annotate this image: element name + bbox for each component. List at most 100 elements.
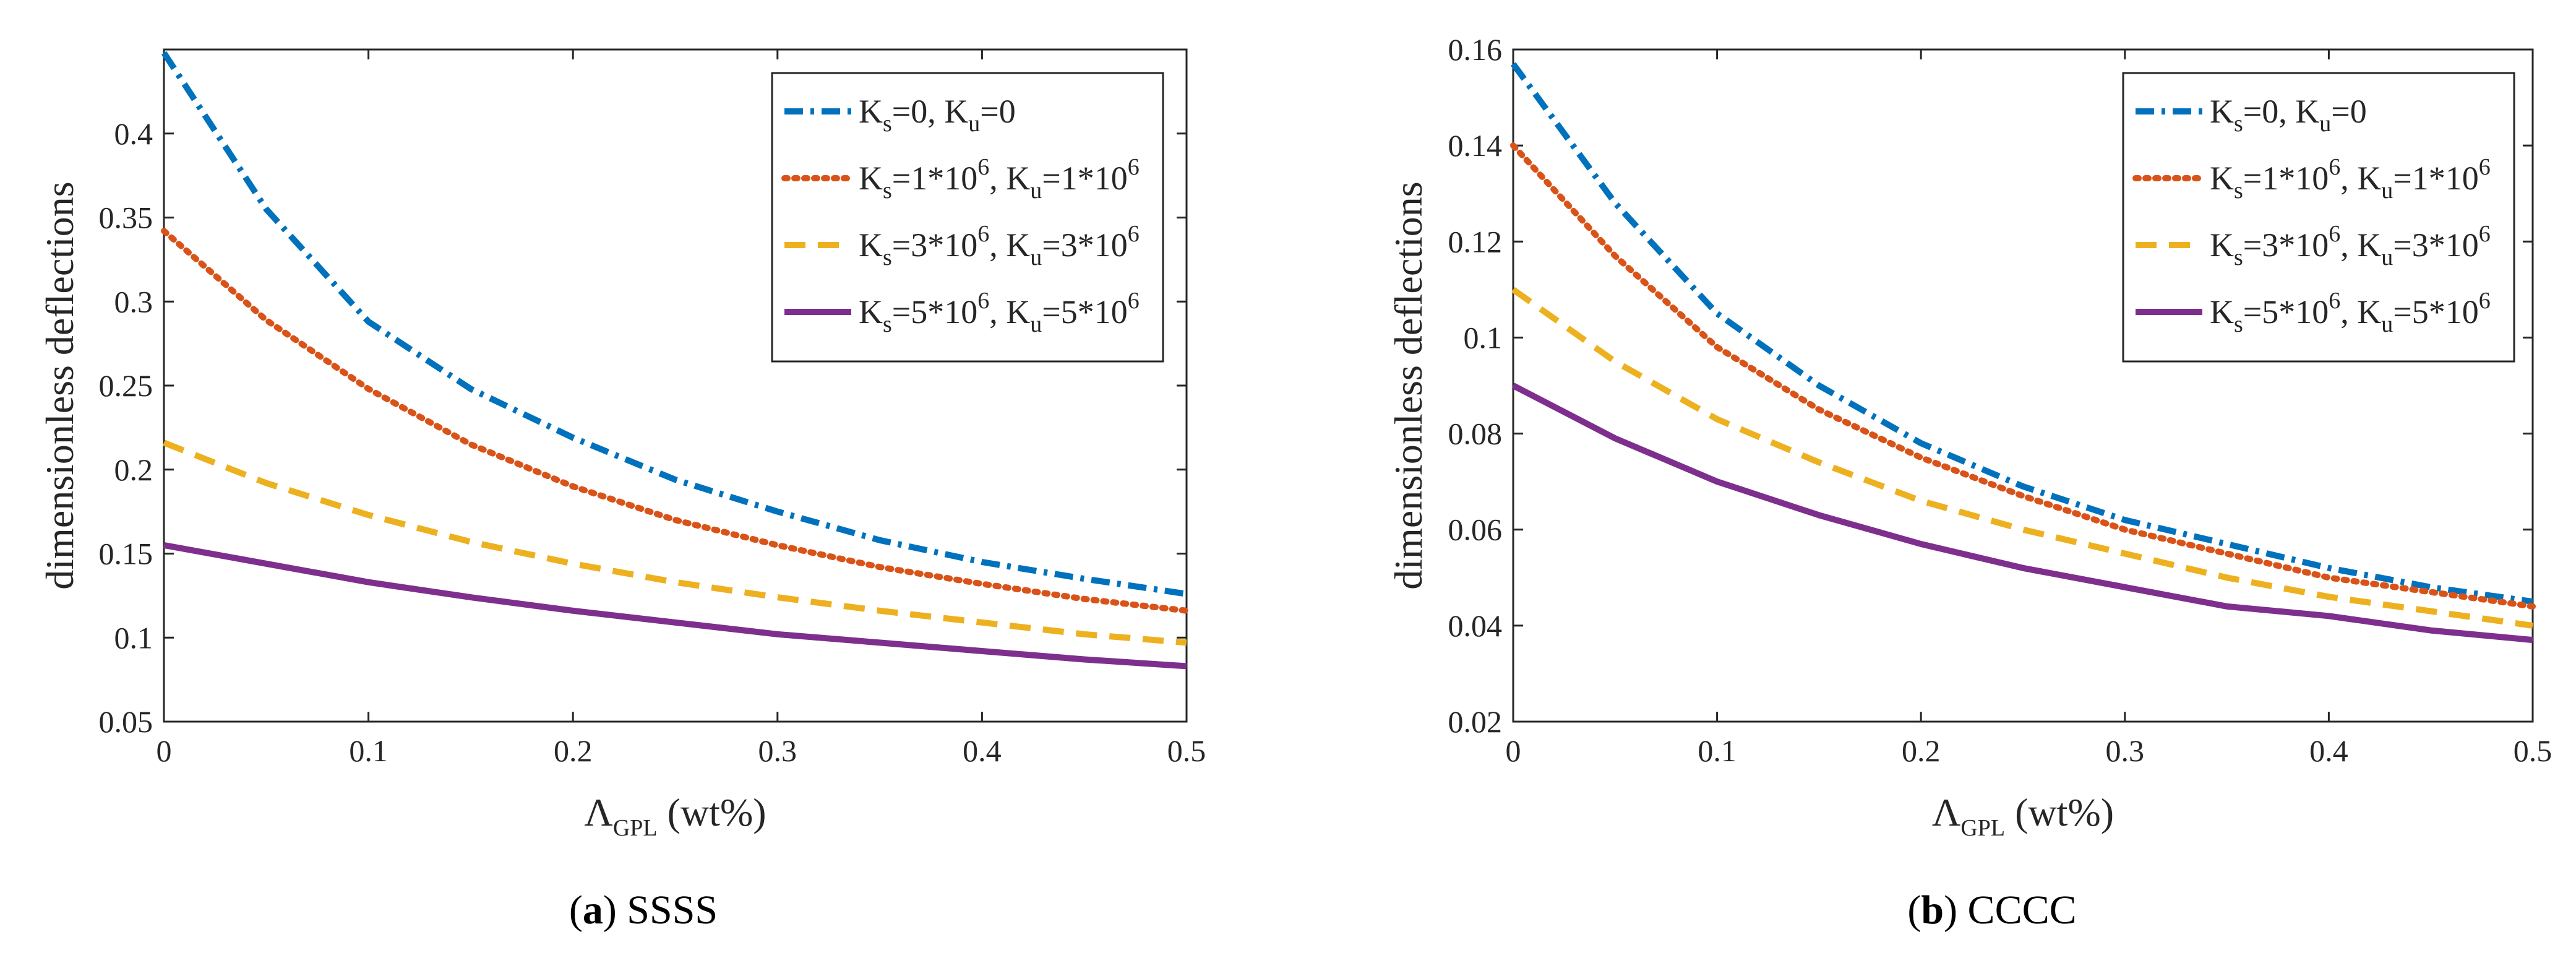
series-line-1 — [1510, 62, 2533, 605]
series-line-4 — [163, 542, 1187, 670]
legend-text: , K — [989, 293, 1030, 330]
legend-subscript: s — [883, 178, 892, 204]
legend-text: =1*10 — [2393, 160, 2478, 197]
y-tick-label: 0.25 — [99, 368, 153, 403]
y-axis-label: dimensionless deflections — [38, 181, 82, 589]
legend-subscript: u — [1030, 244, 1042, 270]
y-tick-label: 0.1 — [1464, 320, 1503, 355]
x-axis-label-main: Λ — [584, 790, 612, 834]
legend-text: K — [859, 160, 883, 197]
x-tick-label: 0 — [1506, 733, 1521, 768]
legend-subscript: u — [2319, 111, 2331, 137]
legend-text: , K — [2340, 293, 2381, 330]
legend-text: =3*10 — [1042, 227, 1127, 264]
panel-caption: (b) CCCC — [1907, 887, 2076, 933]
legend-subscript: s — [883, 244, 892, 270]
caption-label: a — [583, 887, 603, 933]
legend-superscript: 6 — [2329, 221, 2340, 247]
x-axis-label: ΛGPL (wt%) — [1932, 790, 2114, 841]
caption-label: b — [1921, 887, 1944, 933]
legend-text: , K — [989, 160, 1030, 197]
legend-superscript: 6 — [2479, 221, 2491, 247]
legend-text: =1*10 — [2243, 160, 2329, 197]
x-tick-label: 0.3 — [758, 733, 797, 768]
legend-superscript: 6 — [977, 154, 989, 180]
legend-text: =5*10 — [892, 293, 977, 330]
y-tick-label: 0.4 — [114, 116, 153, 151]
x-tick-label: 0.4 — [963, 733, 1002, 768]
legend-superscript: 6 — [2329, 154, 2340, 180]
caption-paren: ( — [1907, 887, 1921, 933]
chart-panel-a: 0 0.1 0.2 0.3 0.4 0.5 0.05 0.1 0.15 0.2 0.25 0.3 0.3… — [38, 48, 1206, 933]
legend-text: K — [859, 293, 883, 330]
y-tick-label: 0.06 — [1448, 512, 1503, 547]
y-tick-label: 0.04 — [1448, 608, 1503, 643]
panel-caption: (a) SSSS — [569, 887, 718, 933]
legend-text: =0 — [2331, 93, 2366, 130]
caption-text: ) CCCC — [1944, 887, 2077, 933]
legend-text: =3*10 — [2243, 227, 2329, 264]
legend-subscript: s — [2234, 178, 2243, 204]
legend-subscript: u — [2381, 244, 2393, 270]
x-tick-label: 0.5 — [2514, 733, 2552, 768]
series-line-3 — [1511, 287, 2533, 629]
y-tick-label: 0.35 — [99, 201, 153, 235]
legend-subscript: s — [883, 111, 892, 137]
x-axis-label-subscript: GPL — [613, 815, 658, 841]
x-tick-label: 0.4 — [2309, 733, 2348, 768]
y-tick-label: 0.14 — [1448, 128, 1503, 163]
legend-label-1: Ks=0, Ku=0 — [2210, 93, 2367, 137]
y-tick-label: 0.2 — [114, 452, 153, 487]
legend-text: , K — [2340, 227, 2381, 264]
legend-text: K — [2210, 93, 2234, 130]
legend-label-2: Ks=1*106, Ku=1*106 — [859, 154, 1140, 204]
y-tick-label: 0.3 — [114, 284, 153, 319]
legend-superscript: 6 — [977, 288, 989, 314]
legend-label-3: Ks=3*106, Ku=3*106 — [2210, 221, 2491, 270]
legend-superscript: 6 — [1128, 221, 1140, 247]
caption-paren: ( — [569, 887, 583, 933]
legend-text: K — [2210, 160, 2234, 197]
y-tick-label: 0.12 — [1448, 224, 1503, 259]
legend-subscript: s — [2234, 244, 2243, 270]
legend-subscript: s — [2234, 311, 2243, 337]
legend-superscript: 6 — [977, 221, 989, 247]
legend-text: =5*10 — [2243, 293, 2329, 330]
series-line-3 — [163, 439, 1187, 646]
legend-subscript: s — [2234, 111, 2243, 137]
legend-text: =5*10 — [1042, 293, 1127, 330]
legend-label-4: Ks=5*106, Ku=5*106 — [859, 288, 1140, 337]
legend-text: =5*10 — [2393, 293, 2478, 330]
legend-subscript: u — [1030, 178, 1042, 204]
legend-text: , K — [2340, 160, 2381, 197]
legend-text: =0, K — [2243, 93, 2319, 130]
legend-text: =0, K — [892, 93, 968, 130]
legend-text: K — [2210, 227, 2234, 264]
legend-subscript: s — [883, 311, 892, 337]
legend-text: K — [859, 93, 883, 130]
x-tick-label: 0.3 — [2106, 733, 2145, 768]
legend-subscript: u — [1030, 311, 1042, 337]
legend-superscript: 6 — [2479, 288, 2491, 314]
x-tick-label: 0 — [157, 733, 172, 768]
y-tick-label: 0.16 — [1448, 32, 1503, 67]
legend-subscript: u — [2381, 311, 2393, 337]
legend-text: , K — [989, 227, 1030, 264]
x-tick-label: 0.1 — [1698, 733, 1737, 768]
legend-superscript: 6 — [2479, 154, 2491, 180]
x-axis-label-subscript: GPL — [1960, 815, 2005, 841]
legend-text: =1*10 — [1042, 160, 1127, 197]
y-axis-label: dimensionless deflections — [1386, 181, 1430, 589]
x-tick-label: 0.1 — [349, 733, 388, 768]
legend-label-4: Ks=5*106, Ku=5*106 — [2210, 288, 2491, 337]
y-tick-label: 0.08 — [1448, 417, 1503, 451]
x-axis-label-unit: (wt%) — [658, 790, 766, 834]
series-line-4 — [1511, 382, 2533, 644]
legend-label-1: Ks=0, Ku=0 — [859, 93, 1016, 137]
x-tick-label: 0.2 — [1902, 733, 1941, 768]
legend-subscript: u — [968, 111, 980, 137]
x-tick-label: 0.2 — [554, 733, 593, 768]
